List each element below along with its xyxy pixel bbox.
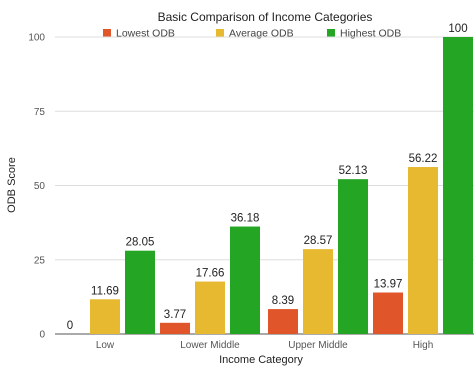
data-label-highest-odb-upper-middle: 52.13 (339, 165, 368, 177)
data-label-highest-odb-low: 28.05 (126, 237, 155, 249)
bar-average-odb-upper-middle (303, 249, 333, 334)
legend-label: Highest ODB (340, 28, 401, 40)
legend-label: Average ODB (229, 28, 294, 40)
bar-lowest-odb-upper-middle (268, 309, 298, 334)
y-tick-label: 100 (28, 33, 45, 44)
x-tick-label-high: High (413, 340, 434, 351)
x-tick-label-lower-middle: Lower Middle (180, 340, 240, 351)
data-labels: 0 11.69 28.05 3.77 17.66 36.18 8.39 28.57 52.13 1… (67, 23, 468, 332)
legend-item-highest-odb: Highest ODB (327, 28, 401, 40)
legend-swatch (216, 29, 224, 37)
bar-average-odb-high (408, 167, 438, 334)
data-label-lowest-odb-upper-middle: 8.39 (272, 295, 294, 307)
y-tick-label: 75 (34, 107, 46, 118)
data-label-average-odb-high: 56.22 (409, 153, 438, 165)
y-axis-label: ODB Score (6, 157, 18, 213)
y-tick-label: 0 (39, 330, 45, 341)
bar-highest-odb-high (443, 37, 473, 334)
data-label-highest-odb-lower-middle: 36.18 (231, 213, 260, 225)
legend-label: Lowest ODB (116, 28, 175, 40)
bars (90, 37, 473, 334)
data-label-lowest-odb-high: 13.97 (374, 279, 403, 291)
data-label-average-odb-lower-middle: 17.66 (196, 268, 225, 280)
data-label-lowest-odb-low: 0 (67, 320, 73, 332)
chart-title: Basic Comparison of Income Categories (158, 10, 373, 24)
data-label-lowest-odb-lower-middle: 3.77 (164, 309, 186, 321)
bar-average-odb-lower-middle (195, 281, 225, 334)
bar-average-odb-low (90, 299, 120, 334)
legend-item-lowest-odb: Lowest ODB (103, 28, 175, 40)
y-tick-label: 50 (34, 181, 46, 192)
x-axis-label: Income Category (219, 354, 303, 366)
legend-swatch (327, 29, 335, 37)
data-label-highest-odb-high: 100 (448, 23, 467, 35)
bar-lowest-odb-lower-middle (160, 322, 190, 334)
y-tick-label: 25 (34, 255, 46, 266)
data-label-average-odb-upper-middle: 28.57 (304, 235, 333, 247)
legend-item-average-odb: Average ODB (216, 28, 294, 40)
data-label-average-odb-low: 11.69 (91, 285, 119, 297)
grid (55, 36, 474, 335)
bar-highest-odb-lower-middle (230, 226, 260, 334)
bar-lowest-odb-high (373, 292, 403, 334)
x-tick-label-low: Low (96, 340, 115, 351)
bar-highest-odb-low (125, 250, 155, 334)
x-tick-label-upper-middle: Upper Middle (288, 340, 348, 351)
bar-highest-odb-upper-middle (338, 179, 368, 334)
legend: Lowest ODB Average ODB Highest ODB (103, 28, 401, 40)
legend-swatch (103, 29, 111, 37)
y-axis-ticks: 0 25 50 75 100 (28, 33, 45, 341)
x-axis-ticks: Low Lower Middle Upper Middle High (96, 340, 433, 351)
